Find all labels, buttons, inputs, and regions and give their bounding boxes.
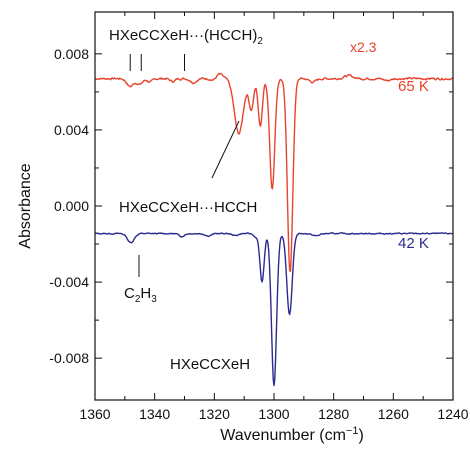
top-cluster-label: HXeCCXeH···(HCCH)2	[109, 27, 263, 47]
scale-factor-label: x2.3	[350, 39, 377, 55]
y-tick-label: 0.004	[54, 122, 89, 138]
y-tick-label: -0.004	[49, 274, 89, 290]
series-layer	[94, 72, 454, 387]
temp-42k-label: 42 K	[398, 235, 429, 252]
x-axis-label: Wavenumber (cm−1)	[220, 425, 364, 444]
x-tick-label: 1280	[318, 406, 349, 422]
mid-complex-label: HXeCCXeH···HCCH	[119, 199, 257, 216]
plot-frame	[94, 11, 454, 401]
c2h3-label: C2H3	[124, 285, 157, 305]
series-65k-line	[94, 72, 454, 273]
y-axis-label: Absorbance	[17, 163, 34, 248]
top-cluster-label-sub: 2	[257, 36, 263, 47]
c2h3-c: C	[124, 285, 135, 302]
y-tick-label: 0.008	[54, 46, 89, 62]
y-tick-label: -0.008	[49, 350, 89, 366]
x-tick-label: 1240	[437, 406, 468, 422]
x-axis-label-sup: −1	[346, 425, 359, 437]
axes-layer: 1360 1340 1320 1300 1280 1260 1240 0.008 0.004 0.…	[49, 12, 469, 422]
c2h3-h: H	[140, 285, 151, 302]
x-tick-label: 1320	[199, 406, 230, 422]
x-tick-label: 1300	[258, 406, 289, 422]
x-tick-label: 1260	[378, 406, 409, 422]
x-tick-label: 1340	[139, 406, 170, 422]
top-cluster-label-main: HXeCCXeH···(HCCH)	[109, 27, 257, 44]
x-axis-label-main: Wavenumber (cm	[220, 427, 346, 444]
bottom-molecule-label: HXeCCXeH	[170, 356, 250, 373]
x-tick-label: 1360	[79, 406, 110, 422]
mid-label-pointer	[211, 120, 240, 179]
series-42k-line	[94, 232, 454, 387]
y-tick-label: 0.000	[54, 198, 89, 214]
x-axis-label-tail: )	[358, 427, 363, 444]
c2h3-sub1: 2	[135, 294, 141, 305]
temp-65k-label: 65 K	[398, 78, 429, 95]
c2h3-sub2: 3	[151, 294, 157, 305]
